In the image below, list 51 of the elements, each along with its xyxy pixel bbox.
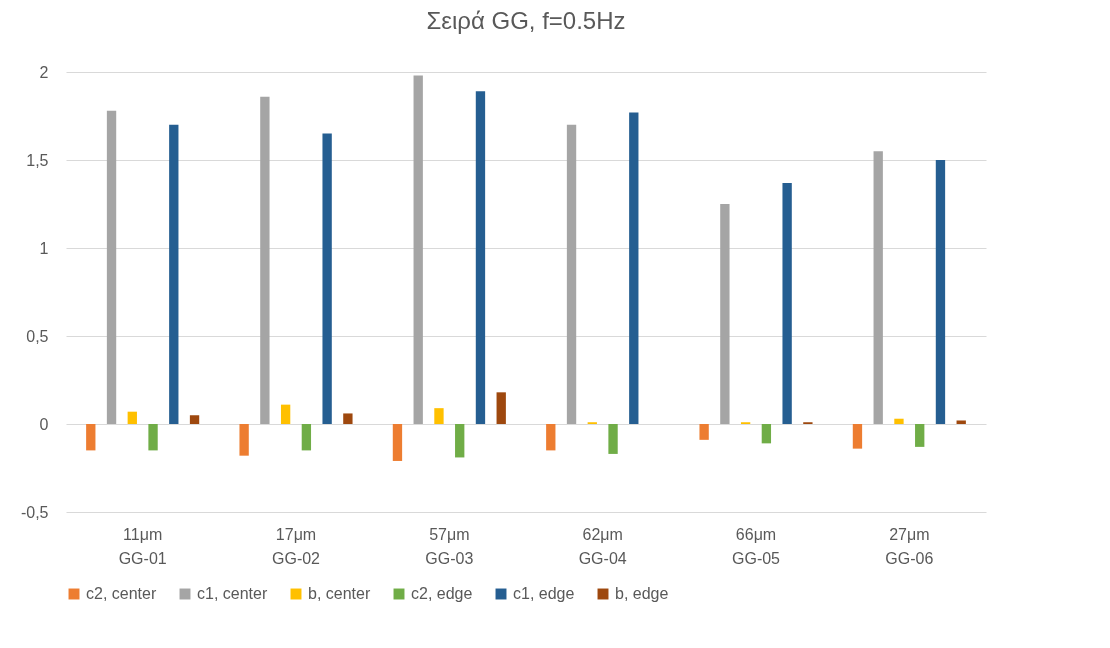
- chart-title: Σειρά GG, f=0.5Hz: [426, 7, 626, 34]
- x-tick-label: 27μm GG-06: [885, 525, 934, 567]
- bar: [148, 424, 158, 451]
- y-tick-label: 0,5: [26, 327, 49, 345]
- bar: [392, 424, 403, 461]
- bar: [566, 124, 577, 424]
- bar: [699, 424, 709, 440]
- bar: [322, 133, 332, 424]
- bar: [301, 424, 312, 451]
- y-tick-label: 0: [39, 415, 49, 433]
- legend-label: c2, edge: [411, 585, 473, 602]
- bar: [761, 424, 772, 444]
- bar: [496, 392, 506, 424]
- x-tick-label: 17μm GG-02: [271, 525, 321, 567]
- bar: [915, 424, 925, 447]
- legend-label: b, edge: [615, 585, 669, 602]
- bar: [106, 110, 117, 424]
- bar: [956, 420, 966, 424]
- bar: [720, 204, 730, 424]
- legend-label: c2, center: [86, 585, 157, 602]
- y-tick-label: 2: [39, 63, 49, 81]
- bar: [894, 418, 904, 424]
- bar: [873, 151, 883, 424]
- legend-label: c1, center: [197, 585, 268, 602]
- bar: [280, 404, 291, 424]
- y-tick-label: 1: [39, 239, 49, 257]
- bar: [546, 424, 556, 451]
- legend-label: c1, edge: [513, 585, 575, 602]
- bar: [239, 424, 249, 456]
- bar: [189, 415, 200, 424]
- bar: [260, 96, 270, 424]
- y-tick-label: 1,5: [26, 151, 49, 169]
- bar: [629, 112, 639, 424]
- bar: [343, 413, 353, 424]
- legend-label: b, center: [308, 585, 371, 602]
- bar: [169, 124, 179, 424]
- x-tick-label: 11μm GG-01: [118, 525, 167, 567]
- bar: [86, 424, 96, 451]
- bar: [434, 408, 444, 424]
- bar: [475, 91, 486, 424]
- bar: [455, 424, 465, 458]
- y-tick-label: -0,5: [20, 503, 49, 521]
- bar: [935, 160, 946, 424]
- bar: [127, 411, 137, 424]
- bar: [608, 424, 618, 454]
- x-tick-label: 57μm GG-03: [425, 525, 474, 567]
- bar: [782, 182, 792, 424]
- bar: [852, 424, 863, 449]
- x-tick-label: 62μm GG-04: [578, 525, 627, 567]
- x-tick-label: 66μm GG-05: [731, 525, 781, 567]
- bar: [413, 75, 423, 424]
